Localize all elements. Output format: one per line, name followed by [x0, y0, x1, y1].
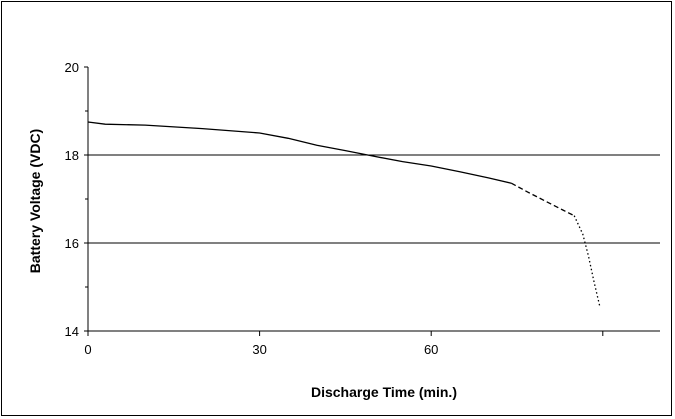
tick-labels: 14 16 18 20 0 30 60: [65, 60, 439, 357]
x-tick-label-60: 60: [424, 342, 438, 357]
y-tick-label-16: 16: [65, 236, 79, 251]
series-layer: [87, 121, 601, 307]
x-tick-label-0: 0: [84, 342, 91, 357]
x-axis-title: Discharge Time (min.): [311, 384, 457, 400]
tick-marks: [84, 66, 604, 336]
series-line-dashed: [510, 182, 575, 217]
gridlines: [88, 154, 660, 244]
y-tick-label-14: 14: [65, 324, 79, 339]
y-axis-title: Battery Voltage (VDC): [27, 129, 43, 273]
series-line-dotted: [573, 215, 601, 307]
series-line-solid: [87, 121, 512, 184]
y-tick-label-18: 18: [65, 148, 79, 163]
y-tick-label-20: 20: [65, 60, 79, 75]
x-tick-label-30: 30: [252, 342, 266, 357]
